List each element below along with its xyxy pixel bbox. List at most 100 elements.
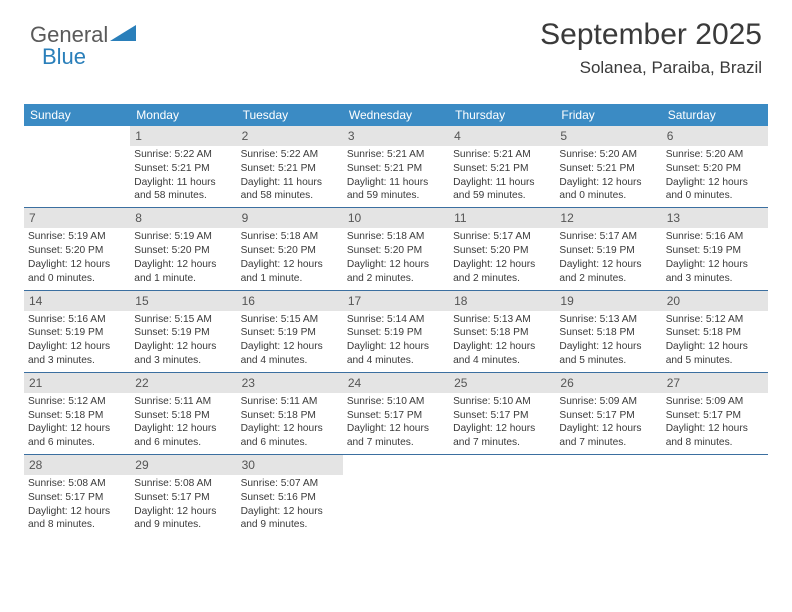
month-title: September 2025: [540, 18, 762, 52]
daylight-text: Daylight: 11 hours and 59 minutes.: [347, 176, 445, 204]
sunrise-text: Sunrise: 5:16 AM: [28, 313, 126, 327]
day-cell: 4Sunrise: 5:21 AMSunset: 5:21 PMDaylight…: [449, 126, 555, 207]
sunset-text: Sunset: 5:17 PM: [453, 409, 551, 423]
sunrise-text: Sunrise: 5:19 AM: [134, 230, 232, 244]
sunrise-text: Sunrise: 5:20 AM: [666, 148, 764, 162]
day-number: 4: [449, 126, 555, 146]
day-number: 13: [662, 208, 768, 228]
day-cell: 15Sunrise: 5:15 AMSunset: 5:19 PMDayligh…: [130, 291, 236, 372]
day-content: Sunrise: 5:16 AMSunset: 5:19 PMDaylight:…: [662, 228, 768, 289]
day-number: 18: [449, 291, 555, 311]
sunset-text: Sunset: 5:17 PM: [28, 491, 126, 505]
sunrise-text: Sunrise: 5:15 AM: [241, 313, 339, 327]
sunrise-text: Sunrise: 5:11 AM: [241, 395, 339, 409]
sunrise-text: Sunrise: 5:09 AM: [666, 395, 764, 409]
day-cell: 30Sunrise: 5:07 AMSunset: 5:16 PMDayligh…: [237, 455, 343, 536]
sunrise-text: Sunrise: 5:11 AM: [134, 395, 232, 409]
day-number: 19: [555, 291, 661, 311]
daylight-text: Daylight: 12 hours and 6 minutes.: [134, 422, 232, 450]
sunset-text: Sunset: 5:20 PM: [134, 244, 232, 258]
day-cell: 21Sunrise: 5:12 AMSunset: 5:18 PMDayligh…: [24, 373, 130, 454]
sunrise-text: Sunrise: 5:08 AM: [28, 477, 126, 491]
day-cell: [555, 455, 661, 536]
day-content: Sunrise: 5:09 AMSunset: 5:17 PMDaylight:…: [662, 393, 768, 454]
sunset-text: Sunset: 5:21 PM: [453, 162, 551, 176]
day-cell: 10Sunrise: 5:18 AMSunset: 5:20 PMDayligh…: [343, 208, 449, 289]
weekday-header: Wednesday: [343, 104, 449, 126]
day-cell: 3Sunrise: 5:21 AMSunset: 5:21 PMDaylight…: [343, 126, 449, 207]
sunset-text: Sunset: 5:18 PM: [559, 326, 657, 340]
day-cell: 26Sunrise: 5:09 AMSunset: 5:17 PMDayligh…: [555, 373, 661, 454]
day-cell: 14Sunrise: 5:16 AMSunset: 5:19 PMDayligh…: [24, 291, 130, 372]
day-content: Sunrise: 5:07 AMSunset: 5:16 PMDaylight:…: [237, 475, 343, 536]
day-cell: 23Sunrise: 5:11 AMSunset: 5:18 PMDayligh…: [237, 373, 343, 454]
day-content: Sunrise: 5:17 AMSunset: 5:19 PMDaylight:…: [555, 228, 661, 289]
sunset-text: Sunset: 5:19 PM: [666, 244, 764, 258]
sunset-text: Sunset: 5:18 PM: [453, 326, 551, 340]
sunrise-text: Sunrise: 5:20 AM: [559, 148, 657, 162]
day-number: 5: [555, 126, 661, 146]
daylight-text: Daylight: 12 hours and 2 minutes.: [347, 258, 445, 286]
sunset-text: Sunset: 5:20 PM: [241, 244, 339, 258]
daylight-text: Daylight: 11 hours and 58 minutes.: [241, 176, 339, 204]
day-cell: 12Sunrise: 5:17 AMSunset: 5:19 PMDayligh…: [555, 208, 661, 289]
daylight-text: Daylight: 12 hours and 5 minutes.: [559, 340, 657, 368]
day-cell: 25Sunrise: 5:10 AMSunset: 5:17 PMDayligh…: [449, 373, 555, 454]
weekday-header: Monday: [130, 104, 236, 126]
daylight-text: Daylight: 12 hours and 3 minutes.: [28, 340, 126, 368]
day-cell: 18Sunrise: 5:13 AMSunset: 5:18 PMDayligh…: [449, 291, 555, 372]
day-number: 12: [555, 208, 661, 228]
day-content: Sunrise: 5:22 AMSunset: 5:21 PMDaylight:…: [237, 146, 343, 207]
day-number: 30: [237, 455, 343, 475]
day-number: 3: [343, 126, 449, 146]
day-content: Sunrise: 5:14 AMSunset: 5:19 PMDaylight:…: [343, 311, 449, 372]
sunrise-text: Sunrise: 5:21 AM: [453, 148, 551, 162]
sunset-text: Sunset: 5:21 PM: [347, 162, 445, 176]
sunrise-text: Sunrise: 5:18 AM: [347, 230, 445, 244]
page-header: September 2025 Solanea, Paraiba, Brazil: [540, 18, 762, 78]
daylight-text: Daylight: 12 hours and 8 minutes.: [28, 505, 126, 533]
daylight-text: Daylight: 12 hours and 1 minute.: [134, 258, 232, 286]
day-content: Sunrise: 5:18 AMSunset: 5:20 PMDaylight:…: [343, 228, 449, 289]
sunrise-text: Sunrise: 5:14 AM: [347, 313, 445, 327]
week-row: 1Sunrise: 5:22 AMSunset: 5:21 PMDaylight…: [24, 126, 768, 208]
weekday-header: Thursday: [449, 104, 555, 126]
week-row: 28Sunrise: 5:08 AMSunset: 5:17 PMDayligh…: [24, 455, 768, 536]
day-cell: 28Sunrise: 5:08 AMSunset: 5:17 PMDayligh…: [24, 455, 130, 536]
day-cell: 8 Sunrise: 5:19 AMSunset: 5:20 PMDaylight…: [130, 208, 236, 289]
sunrise-text: Sunrise: 5:19 AM: [28, 230, 126, 244]
daylight-text: Daylight: 12 hours and 9 minutes.: [241, 505, 339, 533]
day-number: 16: [237, 291, 343, 311]
sunset-text: Sunset: 5:17 PM: [134, 491, 232, 505]
day-content: Sunrise: 5:18 AMSunset: 5:20 PMDaylight:…: [237, 228, 343, 289]
sunset-text: Sunset: 5:21 PM: [241, 162, 339, 176]
logo-triangle-icon: [110, 23, 136, 48]
sunset-text: Sunset: 5:18 PM: [134, 409, 232, 423]
day-number: 20: [662, 291, 768, 311]
day-content: Sunrise: 5:20 AMSunset: 5:20 PMDaylight:…: [662, 146, 768, 207]
weekday-header-row: Sunday Monday Tuesday Wednesday Thursday…: [24, 104, 768, 126]
sunset-text: Sunset: 5:20 PM: [666, 162, 764, 176]
daylight-text: Daylight: 12 hours and 0 minutes.: [559, 176, 657, 204]
week-row: 14 Sunrise: 5:16 AM Sunset: 5:19 PM Dayligh…: [24, 291, 768, 373]
sunset-text: Sunset: 5:21 PM: [134, 162, 232, 176]
daylight-text: Daylight: 12 hours and 4 minutes.: [453, 340, 551, 368]
sunrise-text: Sunrise: 5:13 AM: [559, 313, 657, 327]
daylight-text: Daylight: 12 hours and 4 minutes.: [241, 340, 339, 368]
day-content: Sunrise: 5:12 AMSunset: 5:18 PMDaylight:…: [662, 311, 768, 372]
weekday-header: Tuesday: [237, 104, 343, 126]
week-row: 21Sunrise: 5:12 AMSunset: 5:18 PMDayligh…: [24, 373, 768, 455]
logo-text-blue: Blue: [42, 44, 86, 69]
day-number: 11: [449, 208, 555, 228]
day-cell: 1Sunrise: 5:22 AMSunset: 5:21 PMDaylight…: [130, 126, 236, 207]
daylight-text: Daylight: 12 hours and 1 minute.: [241, 258, 339, 286]
day-number: 8: [130, 208, 236, 228]
day-cell: 29Sunrise: 5:08 AMSunset: 5:17 PMDayligh…: [130, 455, 236, 536]
day-content: Sunrise: 5:08 AMSunset: 5:17 PMDaylight:…: [24, 475, 130, 536]
day-number: 6: [662, 126, 768, 146]
day-content: Sunrise: 5:11 AMSunset: 5:18 PMDaylight:…: [130, 393, 236, 454]
sunset-text: Sunset: 5:19 PM: [347, 326, 445, 340]
day-number: 10: [343, 208, 449, 228]
sunrise-text: Sunrise: 5:10 AM: [453, 395, 551, 409]
day-number: 14: [24, 291, 130, 311]
